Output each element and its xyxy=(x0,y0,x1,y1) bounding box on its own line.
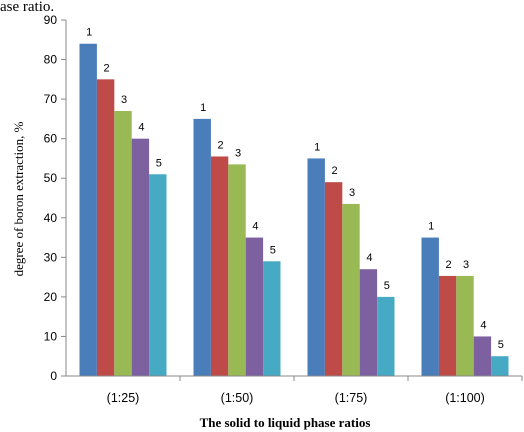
x-axis-categories: (1:25) (1:50) (1:75) (1:100) xyxy=(107,376,523,405)
y-tick-label: 10 xyxy=(44,329,58,343)
bar xyxy=(210,156,229,376)
bar-data-label: 2 xyxy=(332,165,338,177)
bars xyxy=(79,43,509,376)
x-category-label: (1:75) xyxy=(335,391,368,405)
bar-data-label: 5 xyxy=(270,244,276,256)
bar xyxy=(149,174,167,376)
bar-data-label: 5 xyxy=(384,280,390,292)
bar xyxy=(307,158,325,376)
bar-data-label: 5 xyxy=(156,157,162,169)
bar xyxy=(228,164,246,376)
bar-data-label: 2 xyxy=(446,259,452,271)
bar-data-label: 5 xyxy=(498,339,504,351)
caption-fragment: ase ratio. xyxy=(0,0,54,15)
bar xyxy=(96,79,115,376)
bar xyxy=(491,356,509,376)
bar-data-label: 3 xyxy=(121,94,127,106)
bar xyxy=(245,237,264,376)
bar xyxy=(324,182,343,376)
bar-data-label: 1 xyxy=(86,27,92,39)
y-tick-label: 60 xyxy=(44,132,58,146)
bar xyxy=(438,275,457,376)
y-tick-label: 30 xyxy=(44,250,58,264)
bar xyxy=(421,237,439,376)
bar-data-label: 1 xyxy=(314,141,320,153)
bar xyxy=(473,336,492,376)
y-axis-ticks: 0 10 20 30 40 50 60 70 80 90 xyxy=(44,13,66,383)
bar-data-label: 4 xyxy=(138,122,144,134)
bar xyxy=(114,110,132,376)
x-axis-title: The solid to liquid phase ratios xyxy=(200,415,371,430)
bar xyxy=(359,269,378,376)
bar xyxy=(131,138,150,376)
x-category-label: (1:25) xyxy=(107,391,140,405)
bar xyxy=(193,118,211,376)
y-tick-label: 40 xyxy=(44,211,58,225)
y-tick-label: 80 xyxy=(44,53,58,67)
bar-data-label: 2 xyxy=(218,139,224,151)
bar-data-label: 1 xyxy=(200,102,206,114)
bar xyxy=(342,203,360,376)
y-tick-label: 90 xyxy=(44,13,58,27)
bar xyxy=(377,296,395,376)
bar-data-label: 3 xyxy=(349,187,355,199)
bar xyxy=(79,43,97,376)
bar-data-label: 4 xyxy=(480,319,486,331)
x-category-label: (1:50) xyxy=(221,391,254,405)
y-tick-label: 70 xyxy=(44,92,58,106)
y-tick-label: 0 xyxy=(50,369,57,383)
x-category-label: (1:100) xyxy=(445,391,485,405)
bar-data-label: 3 xyxy=(463,259,469,271)
bar-data-label: 3 xyxy=(235,147,241,159)
bar-data-label: 1 xyxy=(428,221,434,233)
y-tick-label: 50 xyxy=(44,171,58,185)
bar xyxy=(456,275,474,376)
y-axis-title: degree of boron extraction, % xyxy=(11,121,26,276)
bar-data-label: 2 xyxy=(104,62,110,74)
bar-data-label: 4 xyxy=(252,221,258,233)
y-tick-label: 20 xyxy=(44,290,58,304)
bar-data-label: 4 xyxy=(366,252,372,264)
bar xyxy=(263,261,281,376)
